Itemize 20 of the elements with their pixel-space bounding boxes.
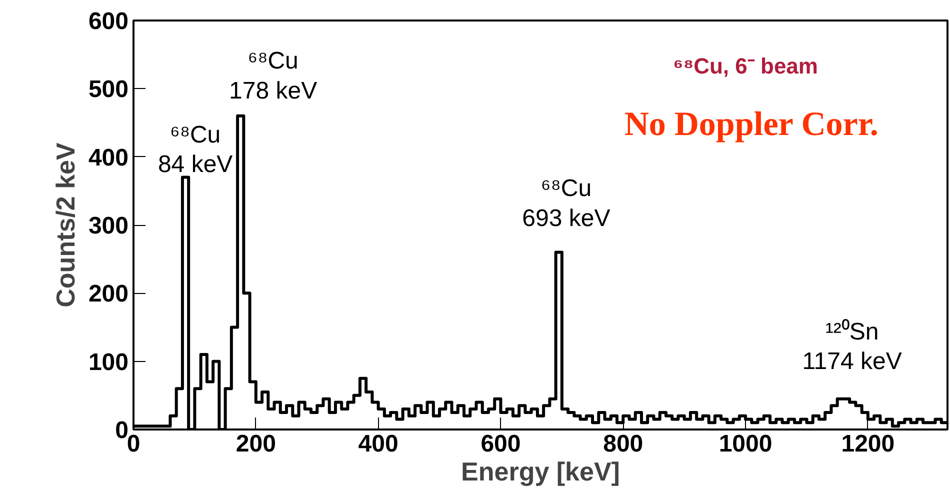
annotation: ⁶⁸Cu 84 keV: [158, 121, 233, 178]
x-tick-label: 1200: [841, 430, 895, 458]
annotation: ¹²⁰Sn 1174 keV: [802, 318, 902, 375]
x-tick-label: 1000: [718, 430, 772, 458]
x-tick-label: 400: [358, 430, 398, 458]
y-tick-label: 100: [88, 348, 129, 376]
annotation: ⁶⁸Cu 693 keV: [522, 175, 610, 232]
annotation: ⁶⁸Cu 178 keV: [229, 48, 318, 104]
y-tick-label: 400: [88, 144, 129, 172]
annotation: ⁶⁸Cu, 6⁻ beam: [673, 53, 818, 78]
y-tick-label: 200: [88, 280, 129, 308]
y-tick-label: 600: [88, 8, 129, 35]
x-tick-label: 200: [236, 430, 276, 458]
x-axis-title: Energy [keV]: [461, 456, 620, 486]
x-tick-label: 600: [480, 430, 521, 458]
y-tick-label: 300: [88, 212, 129, 240]
annotation: No Doppler Corr.: [624, 106, 878, 144]
y-tick-label: 500: [88, 76, 129, 104]
y-axis-title: Counts/2 keV: [50, 142, 80, 308]
x-tick-label: 800: [603, 430, 644, 458]
